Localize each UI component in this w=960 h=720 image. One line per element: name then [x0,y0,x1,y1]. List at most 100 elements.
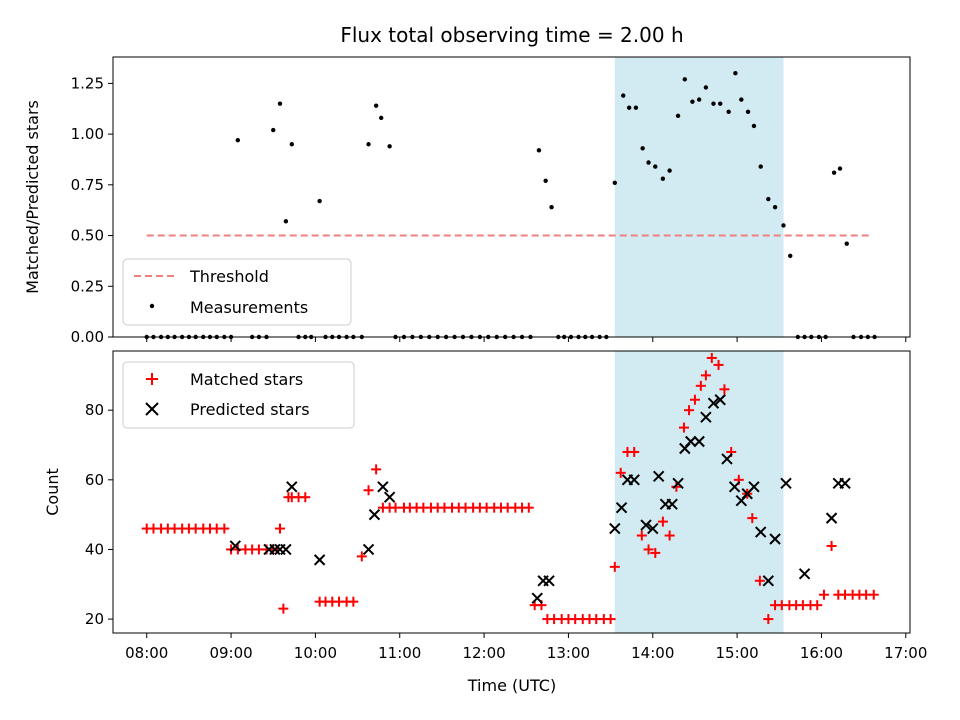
measurement-point [718,101,723,106]
y-tick-label: 20 [85,610,104,628]
top-y-axis-label: Matched/Predicted stars [23,100,42,294]
measurement-point [766,196,771,202]
predicted-star-point [652,470,665,483]
x-tick-label: 16:00 [800,644,843,662]
predicted-star-point [377,481,389,493]
measurement-point [640,146,645,151]
predicted-star-point [609,522,621,535]
y-tick-label: 80 [85,401,104,419]
predicted-star-point [383,491,396,503]
predicted-star-point [313,554,326,566]
legend-matched-swatch [146,373,158,385]
legend-predicted-label: Predicted stars [190,400,310,419]
matched-star-point [754,575,765,586]
chart-title: Flux total observing time = 2.00 h [340,23,683,47]
x-tick-label: 13:00 [547,644,590,662]
measurement-point [745,109,751,114]
matched-star-point [826,540,837,551]
predicted-star-point [543,575,555,587]
legend-predicted-swatch [145,402,159,416]
measurement-point [549,204,554,210]
predicted-star-point [615,501,628,514]
matched-star-point [818,589,829,600]
matched-star-point [390,502,401,513]
measurement-point [733,71,738,76]
observing-window-shade [614,351,784,633]
measurement-point [758,164,763,169]
predicted-star-point [640,519,652,531]
measurement-point [283,219,289,224]
matched-star-point [278,603,289,614]
measurement-point [682,77,688,82]
matched-star-point [371,464,382,475]
matched-star-point [219,523,230,534]
matched-star-point [363,485,374,496]
matched-star-point [664,530,675,541]
measurement-point [711,101,716,106]
y-tick-label: 1.25 [71,74,104,92]
measurement-point [696,97,702,102]
matched-star-point [713,359,724,370]
top-panel: 0.00 0.25 0.50 0.75 1.00 1.25 Matched/Predict… [23,56,911,346]
matched-star-point [671,481,682,492]
legend-measurements-label: Measurements [190,298,308,317]
matched-star-point [300,492,311,503]
matched-star-point [274,523,285,534]
matched-star-point [609,561,620,572]
measurement-point [373,103,379,108]
predicted-star-point [707,397,720,409]
matched-star-point [684,405,695,416]
matched-star-point [523,502,534,513]
matched-star-point [615,467,626,478]
measurement-point [289,142,294,147]
x-tick-label: 12:00 [462,644,505,662]
y-tick-label: 0.50 [71,227,104,245]
y-tick-label: 0.75 [71,176,104,194]
matched-star-point [812,600,823,611]
y-tick-label: 0.25 [71,277,104,295]
observing-window-shade [614,57,784,337]
predicted-star-point [362,543,375,556]
measurement-point [543,178,548,183]
measurement-point [831,170,837,175]
predicted-star-point [269,543,281,556]
matched-star-point [700,370,711,381]
predicted-star-point [647,522,659,535]
matched-star-point [356,551,367,562]
matched-star-point [719,384,730,395]
measurement-point [653,164,658,169]
predicted-star-point [762,575,775,587]
y-tick-label: 60 [85,471,104,489]
matched-star-point [657,516,668,527]
matched-star-point [689,394,700,405]
measurement-point [536,148,542,153]
predicted-star-point [666,498,678,510]
x-tick-label: 14:00 [631,644,674,662]
matched-star-point [763,614,774,625]
predicted-star-point [693,435,705,448]
matched-star-point [629,446,640,457]
predicted-star-point [780,477,792,490]
predicted-star-point [728,481,741,493]
x-tick-label: 11:00 [378,644,421,662]
measurement-point [751,123,757,129]
y-tick-label: 1.00 [71,125,104,143]
matched-star-point [348,596,359,607]
predicted-star-point [286,481,298,493]
matched-star-point [747,513,758,524]
measurement-point [621,93,626,98]
x-tick-label: 10:00 [294,644,337,662]
bottom-legend: Matched stars Predicted stars [122,361,355,429]
predicted-star-point [229,540,241,552]
measurement-point [726,109,731,114]
y-tick-label: 0.00 [71,328,104,346]
x-tick-label: 09:00 [209,644,252,662]
measurement-point [667,168,672,173]
measurement-point [781,223,786,228]
measurement-point [317,198,322,204]
x-axis-label: Time (UTC) [467,676,556,695]
y-tick-label: 40 [85,540,104,558]
matched-star-point [868,589,879,600]
predicted-star-point [798,568,811,580]
